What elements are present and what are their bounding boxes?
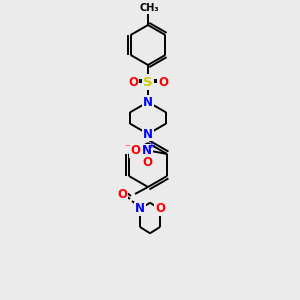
Text: O: O [142,157,152,169]
Text: O: O [158,76,168,88]
Text: S: S [143,76,153,88]
Text: N: N [143,128,153,140]
Text: O: O [130,145,140,158]
Text: +: + [148,142,156,151]
Text: O: O [155,202,165,215]
Text: N: N [142,145,152,158]
Text: N: N [143,95,153,109]
Text: O: O [117,188,127,202]
Text: N: N [135,202,145,215]
Text: ⁻: ⁻ [124,143,130,153]
Text: O: O [128,76,138,88]
Text: CH₃: CH₃ [139,3,159,13]
